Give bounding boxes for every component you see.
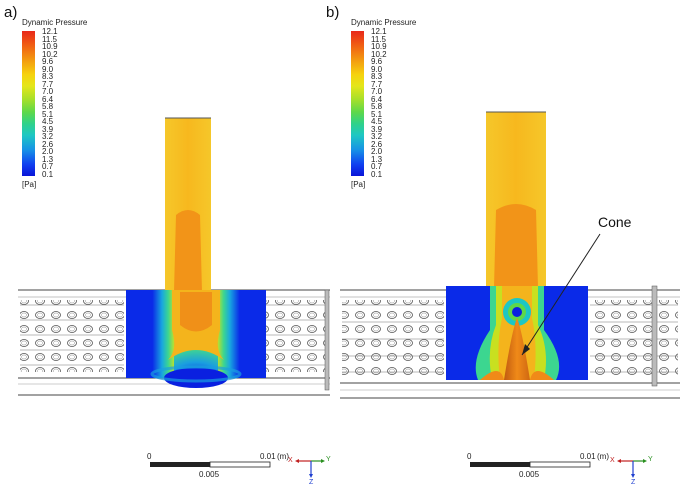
legend-tick: 7.0 (371, 87, 383, 96)
scale-zero: 0 (467, 452, 472, 461)
panel-a-label: a) (4, 4, 18, 21)
legend-tick: 8.3 (42, 72, 54, 81)
legend-tick: 12.1 (42, 27, 58, 36)
scale-max: 0.01 (580, 452, 596, 461)
legend-tick: 5.8 (42, 102, 54, 111)
scale-bar-b-graphic (470, 461, 591, 468)
legend-title: Dynamic Pressure (351, 18, 417, 27)
axis-y-label: Y (648, 456, 653, 463)
legend-title: Dynamic Pressure (22, 18, 88, 27)
legend-tick: 9.0 (42, 64, 54, 74)
panel-b-geometry (340, 285, 680, 399)
legend-tick: 12.1 (371, 27, 387, 36)
legend-tick: 2.6 (42, 139, 54, 149)
scale-max: 0.01 (260, 452, 276, 461)
colorbar (22, 31, 35, 176)
legend-unit: [Pa] (351, 180, 366, 189)
scale-unit: (m) (597, 452, 609, 461)
legend-tick: 8.3 (371, 72, 383, 81)
scale-mid: 0.005 (519, 470, 540, 479)
legend-tick: 5.1 (42, 109, 54, 119)
legend-tick: 5.8 (371, 102, 383, 111)
axis-triad-a (295, 459, 325, 478)
legend-tick: 0.7 (42, 162, 54, 171)
legend-tick: 11.5 (42, 34, 57, 44)
legend-tick: 7.7 (371, 79, 383, 89)
colorbar (351, 31, 364, 176)
legend-tick: 4.5 (371, 117, 383, 126)
cone-arrow (521, 233, 601, 356)
legend-tick: 5.1 (371, 109, 383, 119)
legend-tick: 6.4 (371, 94, 383, 104)
legend-tick: 0.7 (371, 162, 383, 171)
scale-mid: 0.005 (199, 470, 220, 479)
cone-label: Cone (598, 214, 632, 230)
axis-x-label: X (610, 457, 615, 464)
legend-tick: 11.5 (371, 34, 386, 44)
legend-tick: 2.0 (42, 147, 54, 156)
scale-zero: 0 (147, 452, 152, 461)
legend-tick: 3.9 (42, 124, 54, 134)
legend-tick: 10.2 (42, 49, 58, 59)
panel-b-contour (446, 111, 588, 380)
axis-x-label: X (288, 457, 293, 464)
panel-a-geometry (18, 289, 330, 396)
legend-tick: 0.1 (371, 169, 383, 179)
panel-b-label: b) (326, 4, 340, 21)
legend-ticks: 12.1 11.5 10.9 10.2 9.6 9.0 8.3 7.7 7.0 … (371, 27, 411, 179)
legend-tick: 10.9 (42, 42, 58, 51)
legend-tick: 3.2 (42, 132, 54, 141)
panel-a-contour (126, 117, 266, 388)
legend-ticks: 12.1 11.5 10.9 10.2 9.6 9.0 8.3 7.7 7.0 … (42, 27, 82, 179)
legend-tick: 6.4 (42, 94, 54, 104)
legend-tick: 9.0 (371, 64, 383, 74)
legend-tick: 9.6 (371, 57, 383, 66)
legend-tick: 3.2 (371, 132, 383, 141)
axis-z-label: Z (309, 479, 314, 486)
legend-tick: 2.6 (371, 139, 383, 149)
legend-unit: [Pa] (22, 180, 37, 189)
axis-triad-b (617, 459, 647, 478)
axis-z-label: Z (631, 479, 636, 486)
legend-tick: 1.3 (42, 154, 54, 164)
legend-tick: 9.6 (42, 57, 54, 66)
axis-y-label: Y (326, 456, 331, 463)
legend-tick: 4.5 (42, 117, 54, 126)
legend-tick: 10.9 (371, 42, 387, 51)
legend-tick: 2.0 (371, 147, 383, 156)
cone-shape (504, 318, 530, 380)
scale-bar-a-graphic (150, 461, 271, 468)
legend-tick: 7.0 (42, 87, 54, 96)
legend-tick: 3.9 (371, 124, 383, 134)
legend-tick: 0.1 (42, 169, 54, 179)
legend-tick: 10.2 (371, 49, 387, 59)
legend-tick: 1.3 (371, 154, 383, 164)
scale-unit: (m) (277, 452, 289, 461)
legend-tick: 7.7 (42, 79, 54, 89)
